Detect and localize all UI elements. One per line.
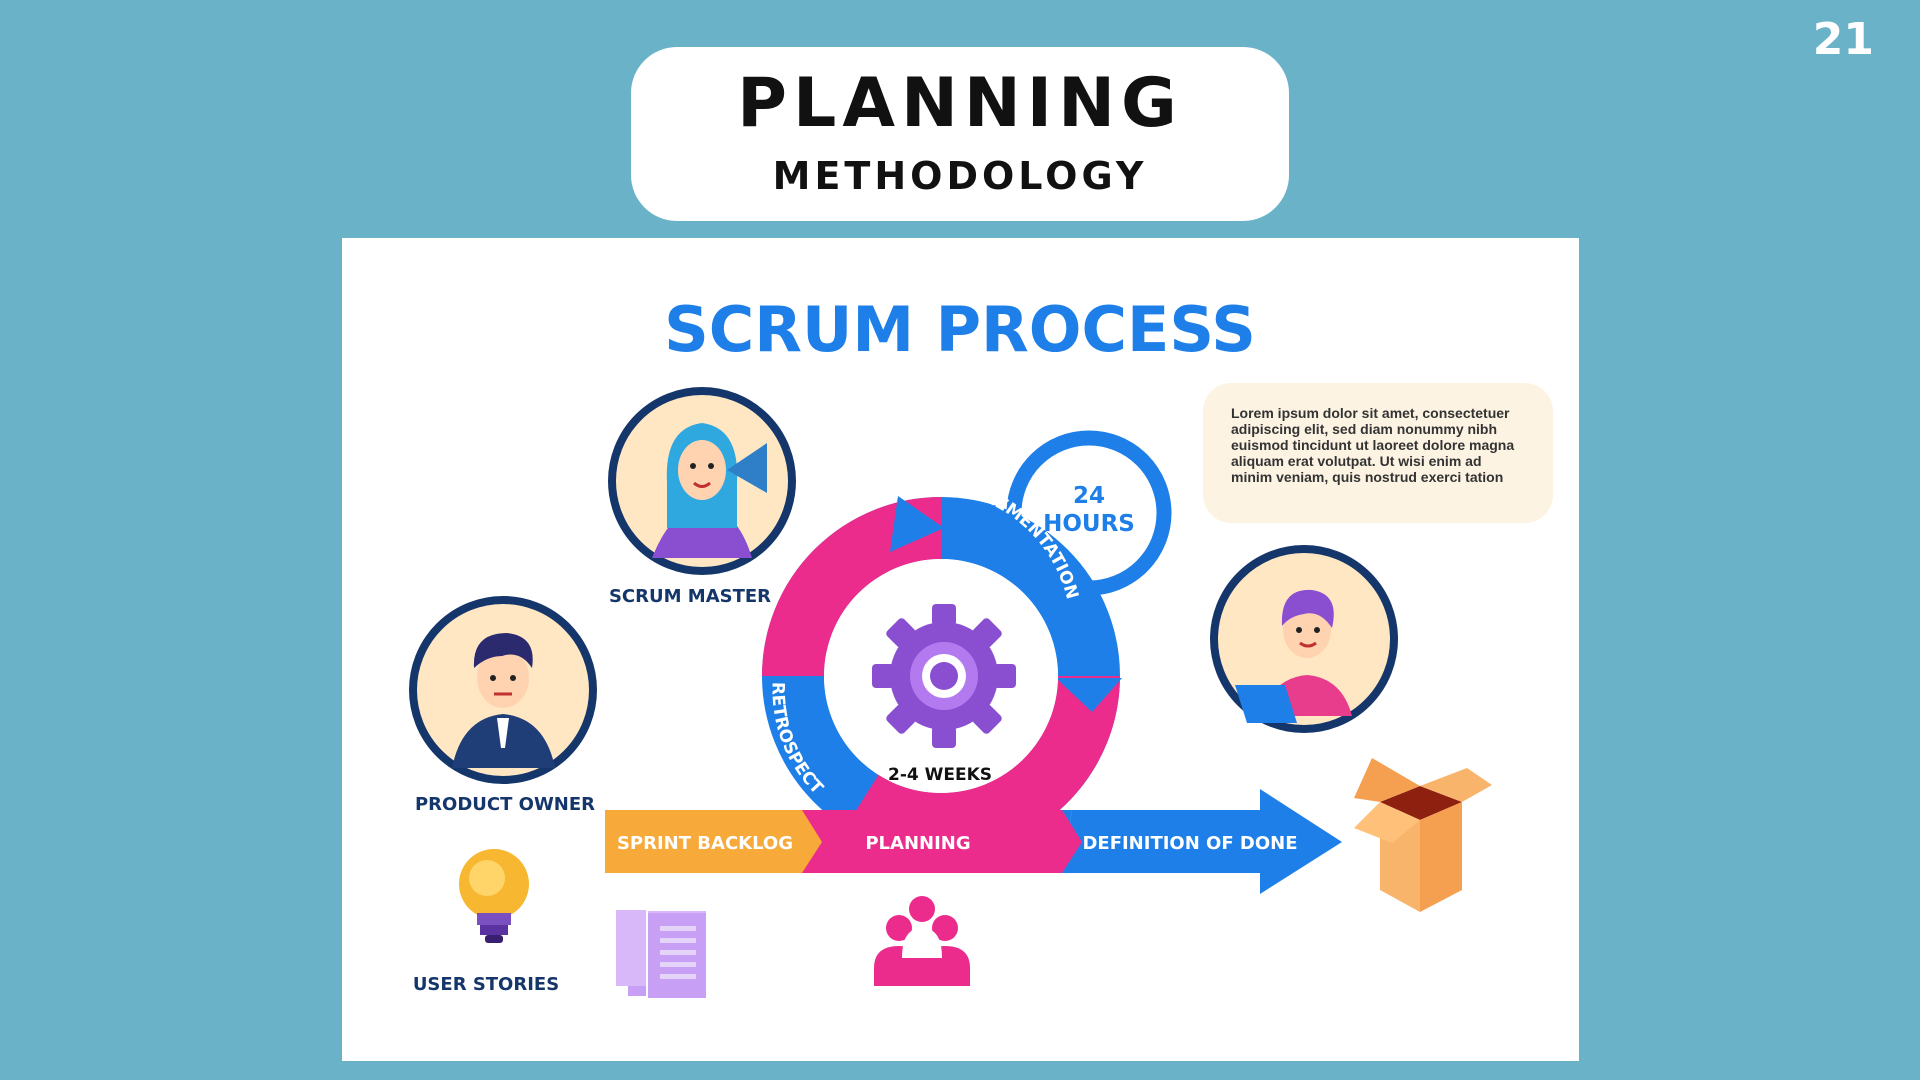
user-stories-label: USER STORIES xyxy=(413,974,559,995)
daily-unit: HOURS xyxy=(1043,511,1135,537)
note-text: Lorem ipsum dolor sit amet, consectetuer… xyxy=(1231,405,1515,485)
box-icon xyxy=(1354,758,1492,912)
slide-title: PLANNING xyxy=(737,64,1183,143)
definition-of-done-label: DEFINITION OF DONE xyxy=(1082,833,1297,854)
lightbulb-icon xyxy=(459,849,529,943)
title-box: PLANNING METHODOLOGY xyxy=(631,47,1289,221)
sprint-backlog-label: SPRINT BACKLOG xyxy=(617,833,793,854)
diagram-heading: SCRUM PROCESS xyxy=(664,293,1256,366)
description-note: Lorem ipsum dolor sit amet, consectetuer… xyxy=(1203,383,1553,523)
scrum-master-avatar xyxy=(608,387,796,575)
process-flow-arrow xyxy=(605,789,1342,894)
scrum-diagram: SCRUM PROCESS 24 HOURS REVIEW IMPLEMENTA… xyxy=(409,293,1492,999)
duration-label: 2-4 WEEKS xyxy=(888,765,992,785)
team-icon xyxy=(874,896,970,986)
diagram-card: SCRUM PROCESS 24 HOURS REVIEW IMPLEMENTA… xyxy=(342,238,1579,1061)
planning-label: PLANNING xyxy=(865,833,970,854)
developer-avatar xyxy=(1210,545,1398,733)
slide-subtitle: METHODOLOGY xyxy=(772,153,1148,198)
gear-icon xyxy=(872,604,1016,748)
scrum-master-label: SCRUM MASTER xyxy=(609,586,771,607)
product-owner-label: PRODUCT OWNER xyxy=(415,794,595,815)
product-owner-avatar xyxy=(409,596,597,784)
documents-icon xyxy=(616,903,708,999)
daily-value: 24 xyxy=(1073,483,1105,509)
page-number: 21 xyxy=(1812,14,1874,65)
